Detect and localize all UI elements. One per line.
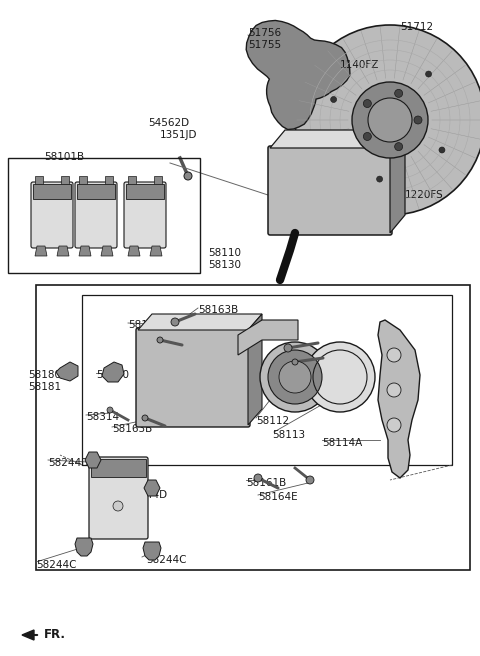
Text: 58112: 58112 — [256, 416, 289, 426]
Polygon shape — [248, 314, 262, 425]
Polygon shape — [85, 452, 101, 468]
Text: 58125: 58125 — [128, 320, 161, 330]
Text: 58244C: 58244C — [146, 555, 187, 565]
Polygon shape — [128, 246, 140, 256]
Bar — [77, 184, 115, 199]
Text: 1140FZ: 1140FZ — [340, 60, 379, 70]
Text: 1220FS: 1220FS — [405, 190, 444, 200]
Text: 1351JD: 1351JD — [160, 130, 197, 140]
Polygon shape — [79, 176, 87, 184]
Polygon shape — [138, 314, 262, 330]
Circle shape — [439, 147, 445, 153]
Circle shape — [331, 96, 336, 102]
Polygon shape — [35, 176, 43, 184]
Circle shape — [363, 100, 372, 108]
Text: 58163B: 58163B — [198, 305, 238, 315]
Text: 51756: 51756 — [248, 28, 281, 38]
Polygon shape — [101, 246, 113, 256]
Circle shape — [113, 501, 123, 511]
Polygon shape — [270, 130, 405, 148]
Text: 58164E: 58164E — [258, 492, 298, 502]
Polygon shape — [143, 542, 161, 560]
Polygon shape — [238, 320, 298, 355]
Circle shape — [368, 98, 412, 142]
Circle shape — [268, 350, 322, 404]
Circle shape — [395, 142, 403, 151]
FancyBboxPatch shape — [136, 328, 250, 427]
Polygon shape — [102, 362, 124, 382]
Text: 58244C: 58244C — [36, 560, 76, 570]
Circle shape — [284, 344, 292, 352]
Text: 58110: 58110 — [208, 248, 241, 258]
Bar — [36, 285, 470, 570]
Circle shape — [387, 418, 401, 432]
Circle shape — [171, 318, 179, 326]
Polygon shape — [57, 246, 69, 256]
Circle shape — [387, 383, 401, 397]
FancyBboxPatch shape — [75, 182, 117, 248]
Polygon shape — [128, 176, 136, 184]
Circle shape — [260, 342, 330, 412]
Circle shape — [377, 176, 383, 182]
Text: 54562D: 54562D — [148, 118, 189, 128]
Circle shape — [254, 474, 262, 482]
Polygon shape — [105, 176, 113, 184]
Circle shape — [142, 415, 148, 421]
Text: 58181: 58181 — [28, 382, 61, 392]
Text: 58163B: 58163B — [112, 424, 152, 434]
Text: 58314: 58314 — [86, 412, 119, 422]
Circle shape — [107, 407, 113, 413]
Polygon shape — [22, 630, 34, 640]
Bar — [8, 158, 200, 273]
Text: 58180: 58180 — [28, 370, 61, 380]
Polygon shape — [150, 246, 162, 256]
Circle shape — [363, 133, 372, 140]
Bar — [33, 184, 71, 199]
Text: 51712: 51712 — [400, 22, 433, 32]
Polygon shape — [61, 176, 69, 184]
Text: 58244D: 58244D — [48, 458, 89, 468]
Polygon shape — [154, 176, 162, 184]
Text: 51755: 51755 — [248, 40, 281, 50]
Polygon shape — [35, 246, 47, 256]
Circle shape — [414, 116, 422, 124]
Polygon shape — [79, 246, 91, 256]
Circle shape — [305, 342, 375, 412]
Circle shape — [295, 25, 480, 215]
Text: 58101B: 58101B — [44, 152, 84, 162]
Polygon shape — [378, 320, 420, 478]
Polygon shape — [75, 538, 93, 556]
Bar — [82, 295, 452, 465]
Polygon shape — [56, 362, 78, 381]
Circle shape — [157, 337, 163, 343]
Text: 58244D: 58244D — [126, 490, 167, 500]
Circle shape — [352, 82, 428, 158]
Circle shape — [387, 348, 401, 362]
Circle shape — [306, 476, 314, 484]
Circle shape — [426, 71, 432, 77]
Circle shape — [395, 89, 403, 97]
FancyBboxPatch shape — [268, 146, 392, 235]
Text: 58120: 58120 — [96, 370, 129, 380]
Bar — [126, 184, 164, 199]
Text: 58164E: 58164E — [308, 364, 348, 374]
Circle shape — [184, 172, 192, 180]
Text: 58130: 58130 — [208, 260, 241, 270]
Polygon shape — [246, 20, 350, 129]
Circle shape — [292, 359, 298, 365]
Bar — [91, 459, 146, 477]
Text: 58161B: 58161B — [246, 478, 286, 488]
Text: FR.: FR. — [44, 628, 66, 642]
FancyBboxPatch shape — [124, 182, 166, 248]
Text: 58113: 58113 — [272, 430, 305, 440]
FancyBboxPatch shape — [89, 457, 148, 539]
Polygon shape — [390, 130, 405, 233]
FancyBboxPatch shape — [31, 182, 73, 248]
Text: 58162B: 58162B — [300, 352, 340, 362]
Polygon shape — [144, 480, 160, 496]
Circle shape — [279, 361, 311, 393]
Text: 58114A: 58114A — [322, 438, 362, 448]
